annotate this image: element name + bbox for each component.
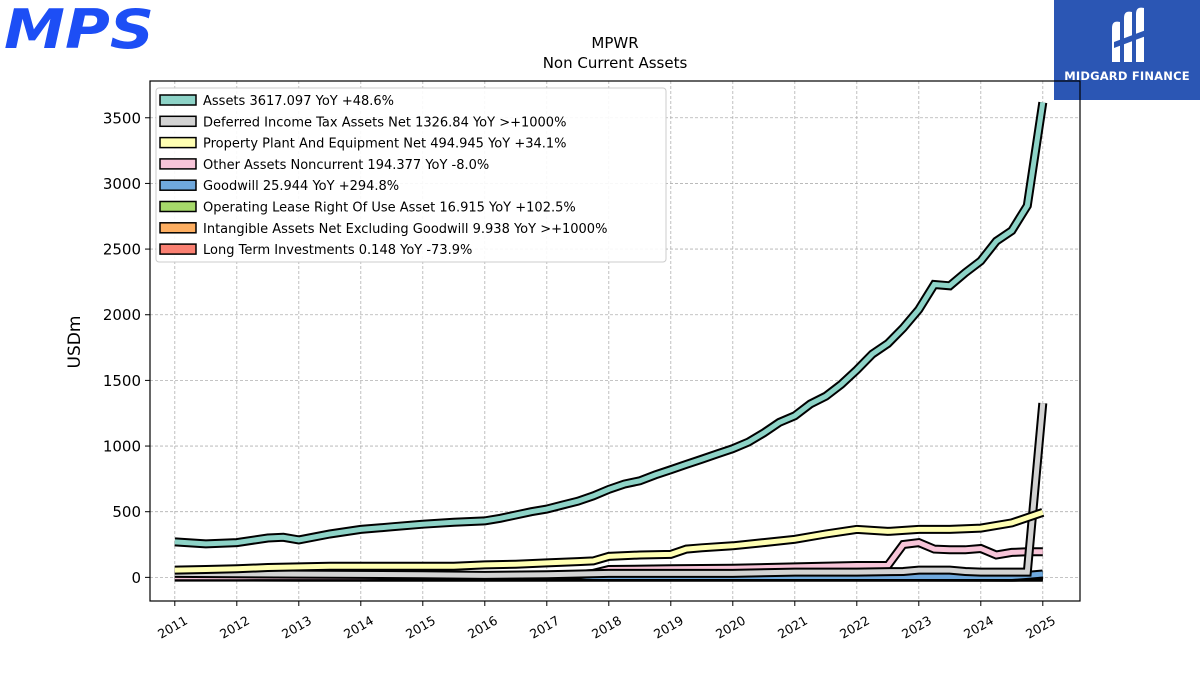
legend-label: Other Assets Noncurrent 194.377 YoY -8.0… [203,158,489,173]
legend-label: Assets 3617.097 YoY +48.6% [203,94,394,109]
y-tick-label: 2000 [103,306,141,324]
series-line-5 [174,402,1048,580]
x-tick-label: 2019 [651,613,686,642]
legend-item: Intangible Assets Net Excluding Goodwill… [159,222,607,237]
x-tick-label: 2020 [713,613,748,642]
series-stroke [174,102,1046,547]
chart-title: MPWR [591,34,638,52]
x-tick-label: 2016 [465,613,500,642]
x-tick-label: 2023 [899,613,934,642]
legend-item: Goodwill 25.944 YoY +294.8% [159,179,399,194]
y-tick-label: 1000 [103,438,141,456]
legend-label: Goodwill 25.944 YoY +294.8% [203,179,399,194]
legend-swatch [159,94,197,106]
series-line-6 [174,508,1045,575]
legend: Assets 3617.097 YoY +48.6% Deferred Incom… [155,87,667,263]
legend-item: Operating Lease Right Of Use Asset 16.91… [159,200,576,216]
x-tick-label: 2014 [341,613,376,642]
series-lines [174,101,1048,582]
legend-swatch [159,115,197,128]
y-tick-label: 0 [131,569,141,587]
y-tick-label: 1500 [103,372,141,390]
series-stroke [174,402,1046,578]
series-stroke [174,510,1044,573]
legend-label: Property Plant And Equipment Net 494.945… [203,137,567,152]
legend-label: Operating Lease Right Of Use Asset 16.91… [203,201,576,216]
x-tick-label: 2015 [403,613,438,642]
legend-swatch [159,243,197,255]
legend-swatch [159,136,197,149]
y-tick-label: 500 [112,503,141,521]
legend-item: Deferred Income Tax Assets Net 1326.84 Y… [159,115,566,130]
y-tick-label: 3500 [103,109,141,127]
x-tick-label: 2012 [217,613,252,642]
legend-swatch [159,200,197,213]
legend-swatch [159,179,197,191]
legend-item: Property Plant And Equipment Net 494.945… [159,136,567,152]
y-axis-ticks: 0 500 1000 1500 2000 2500 3000 3500 [103,109,150,587]
legend-item: Long Term Investments 0.148 YoY -73.9% [159,243,472,258]
x-tick-label: 2024 [961,613,996,642]
series-line-7 [174,101,1048,549]
legend-box [155,87,667,263]
midgard-emblem-icon [1112,7,1146,63]
midgard-finance-label: MIDGARD FINANCE [1064,69,1190,83]
legend-item: Other Assets Noncurrent 194.377 YoY -8.0… [159,158,489,173]
y-axis-label: USDm [65,316,85,369]
x-tick-label: 2025 [1023,613,1058,642]
x-tick-label: 2022 [837,613,872,642]
x-tick-label: 2017 [527,613,562,642]
x-tick-label: 2013 [279,613,314,642]
x-tick-label: 2021 [775,613,810,642]
y-tick-label: 3000 [103,175,141,193]
x-tick-label: 2018 [589,613,624,642]
chart-subtitle: Non Current Assets [543,54,688,72]
plot-frame [149,80,1081,602]
legend-item: Assets 3617.097 YoY +48.6% [159,94,394,109]
legend-swatch [159,222,197,234]
legend-swatch [159,158,197,170]
midgard-finance-logo: MIDGARD FINANCE [1054,0,1200,100]
legend-label: Long Term Investments 0.148 YoY -73.9% [203,243,472,258]
x-tick-label: 2011 [155,613,190,642]
x-axis-ticks: 2011 2012 2013 2014 2015 2016 2017 2018 2019 2020… [155,601,1058,642]
y-tick-label: 2500 [103,241,141,259]
legend-label: Intangible Assets Net Excluding Goodwill… [203,222,607,237]
legend-label: Deferred Income Tax Assets Net 1326.84 Y… [203,115,566,130]
